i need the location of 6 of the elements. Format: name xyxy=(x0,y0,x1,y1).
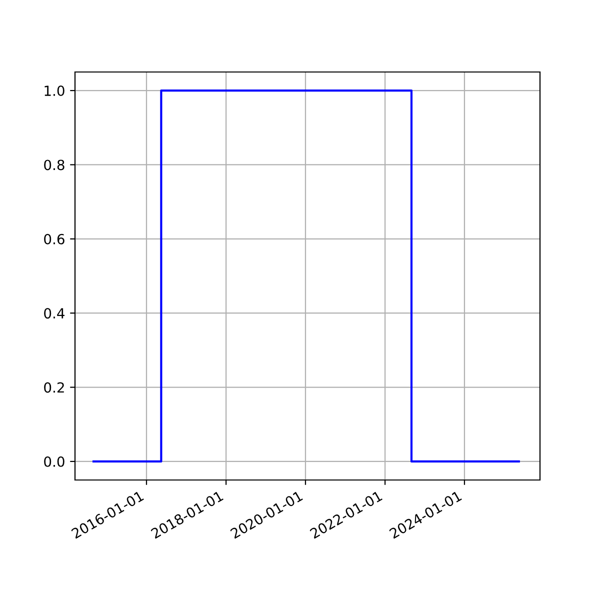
y-tick-label: 1.0 xyxy=(44,86,64,96)
y-tick-label: 0.6 xyxy=(44,234,64,244)
y-tick-label: 0.4 xyxy=(44,308,64,319)
y-tick-label: 0.2 xyxy=(44,382,64,393)
y-tick-label: 0.8 xyxy=(44,160,64,170)
y-tick-label: 0.0 xyxy=(44,456,64,467)
